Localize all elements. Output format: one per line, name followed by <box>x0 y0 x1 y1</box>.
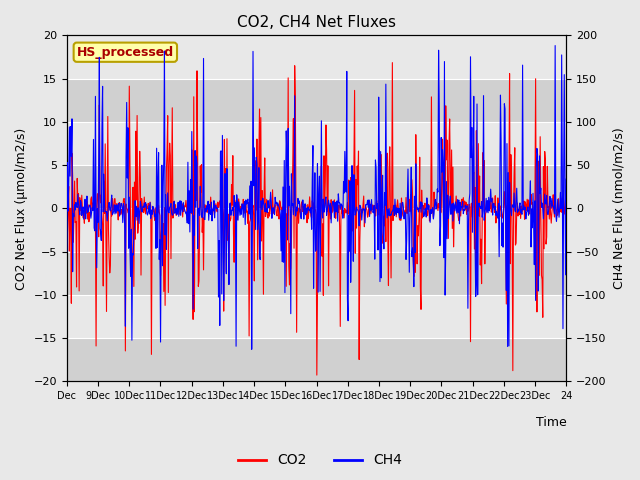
Bar <box>67 165 566 208</box>
Title: CO2, CH4 Net Fluxes: CO2, CH4 Net Fluxes <box>237 15 396 30</box>
Text: HS_processed: HS_processed <box>77 46 174 59</box>
Bar <box>67 338 566 382</box>
Bar <box>67 252 566 295</box>
X-axis label: Time: Time <box>536 416 566 429</box>
Y-axis label: CO2 Net Flux (μmol/m2/s): CO2 Net Flux (μmol/m2/s) <box>15 127 28 289</box>
Legend: CO2, CH4: CO2, CH4 <box>232 448 408 473</box>
Bar <box>67 79 566 122</box>
Y-axis label: CH4 Net Flux (nmol/m2/s): CH4 Net Flux (nmol/m2/s) <box>612 128 625 289</box>
